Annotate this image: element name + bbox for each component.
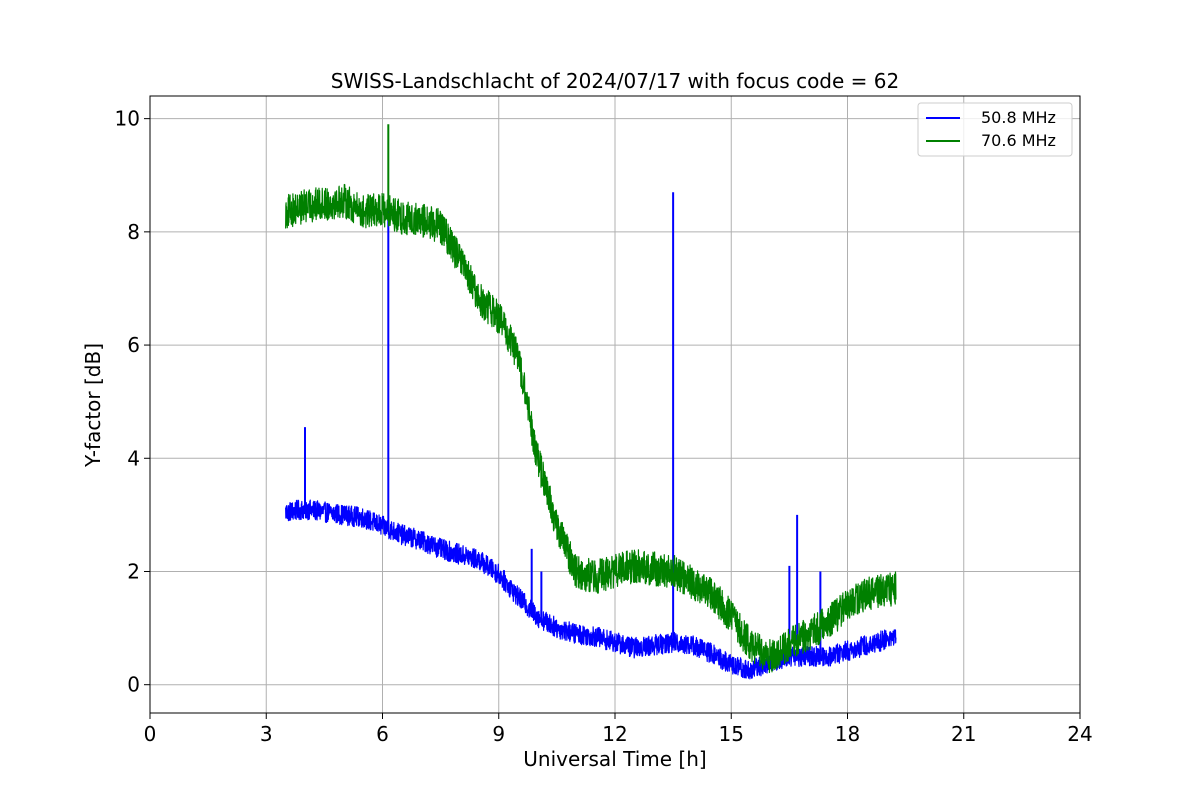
y-tick-label: 0 [127, 673, 140, 697]
legend-box [917, 102, 1073, 157]
x-tick-label: 0 [144, 722, 157, 746]
x-tick-label: 12 [602, 722, 627, 746]
series-layer [285, 124, 897, 680]
x-axis-label: Universal Time [h] [523, 747, 706, 771]
x-tick-label: 6 [376, 722, 389, 746]
y-tick-label: 6 [127, 333, 140, 357]
y-axis-label: Y-factor [dB] [81, 343, 105, 468]
x-tick-label: 18 [835, 722, 860, 746]
y-tick-label: 2 [127, 559, 140, 583]
legend-label-70-6: 70.6 MHz [981, 131, 1056, 150]
x-tick-label: 3 [260, 722, 273, 746]
x-tick-label: 24 [1067, 722, 1092, 746]
chart-title: SWISS-Landschlacht of 2024/07/17 with fo… [331, 69, 899, 93]
x-tick-label: 9 [492, 722, 505, 746]
y-tick-label: 10 [115, 107, 140, 131]
x-tick-label: 15 [719, 722, 744, 746]
legend: 50.8 MHz 70.6 MHz [917, 102, 1073, 157]
legend-label-50-8: 50.8 MHz [981, 108, 1056, 127]
y-tick-label: 4 [127, 446, 140, 470]
y-tick-label: 8 [127, 220, 140, 244]
x-tick-label: 21 [951, 722, 976, 746]
